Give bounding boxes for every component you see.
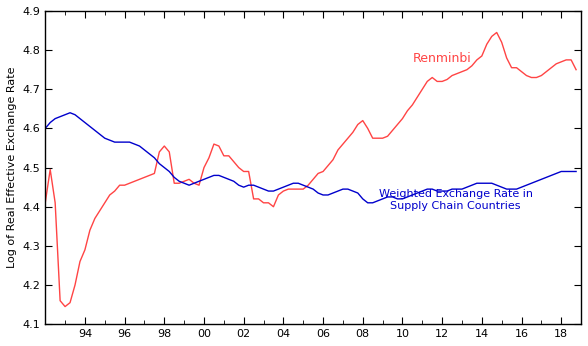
- Text: Renminbi: Renminbi: [412, 52, 471, 65]
- Y-axis label: Log of Real Effective Exchange Rate: Log of Real Effective Exchange Rate: [7, 67, 17, 268]
- Text: Weighted Exchange Rate in
Supply Chain Countries: Weighted Exchange Rate in Supply Chain C…: [379, 189, 533, 211]
